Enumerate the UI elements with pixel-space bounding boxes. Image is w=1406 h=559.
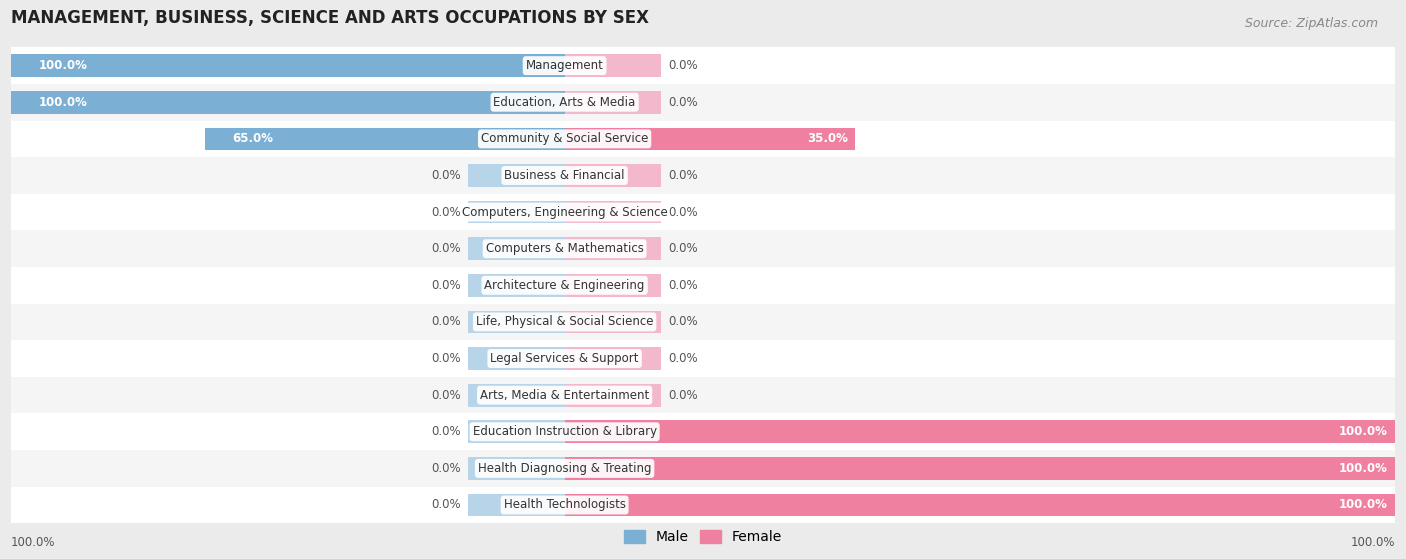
Text: 0.0%: 0.0% — [432, 499, 461, 511]
Bar — [468, 238, 565, 260]
Bar — [11, 230, 1395, 267]
Text: MANAGEMENT, BUSINESS, SCIENCE AND ARTS OCCUPATIONS BY SEX: MANAGEMENT, BUSINESS, SCIENCE AND ARTS O… — [11, 9, 650, 27]
Bar — [565, 274, 661, 297]
Bar — [11, 487, 1395, 523]
Text: 0.0%: 0.0% — [432, 425, 461, 438]
Bar — [565, 420, 1395, 443]
Bar — [11, 48, 1395, 84]
Bar — [565, 127, 855, 150]
Text: 0.0%: 0.0% — [668, 242, 697, 255]
Text: Health Technologists: Health Technologists — [503, 499, 626, 511]
Bar — [468, 457, 565, 480]
Bar — [11, 304, 1395, 340]
Text: 65.0%: 65.0% — [232, 132, 274, 145]
Text: 0.0%: 0.0% — [432, 462, 461, 475]
Text: 100.0%: 100.0% — [1339, 425, 1388, 438]
Bar — [468, 494, 565, 517]
Bar — [11, 450, 1395, 487]
Bar — [565, 201, 661, 224]
Text: 0.0%: 0.0% — [668, 59, 697, 72]
Bar — [11, 157, 1395, 194]
Text: Business & Financial: Business & Financial — [505, 169, 624, 182]
Text: 0.0%: 0.0% — [432, 315, 461, 329]
Text: Health Diagnosing & Treating: Health Diagnosing & Treating — [478, 462, 651, 475]
Bar — [11, 267, 1395, 304]
Text: Computers, Engineering & Science: Computers, Engineering & Science — [461, 206, 668, 219]
Text: 100.0%: 100.0% — [1350, 536, 1395, 549]
Text: 0.0%: 0.0% — [668, 96, 697, 109]
Text: 100.0%: 100.0% — [39, 59, 87, 72]
Text: Management: Management — [526, 59, 603, 72]
Bar — [565, 347, 661, 370]
Bar — [468, 164, 565, 187]
Bar — [468, 311, 565, 333]
Text: 35.0%: 35.0% — [807, 132, 848, 145]
Bar — [11, 91, 565, 113]
Bar — [565, 384, 661, 406]
Text: 0.0%: 0.0% — [432, 389, 461, 402]
Text: 0.0%: 0.0% — [668, 389, 697, 402]
Text: 100.0%: 100.0% — [39, 96, 87, 109]
Text: Arts, Media & Entertainment: Arts, Media & Entertainment — [479, 389, 650, 402]
Bar — [11, 377, 1395, 414]
Bar — [11, 121, 1395, 157]
Bar — [468, 384, 565, 406]
Text: 100.0%: 100.0% — [1339, 499, 1388, 511]
Text: 0.0%: 0.0% — [668, 352, 697, 365]
Bar — [565, 494, 1395, 517]
Text: 0.0%: 0.0% — [432, 242, 461, 255]
Text: 0.0%: 0.0% — [432, 352, 461, 365]
Text: 0.0%: 0.0% — [668, 279, 697, 292]
Bar — [565, 311, 661, 333]
Text: 0.0%: 0.0% — [432, 279, 461, 292]
Text: 0.0%: 0.0% — [668, 169, 697, 182]
Bar — [11, 414, 1395, 450]
Text: Education, Arts & Media: Education, Arts & Media — [494, 96, 636, 109]
Bar — [11, 194, 1395, 230]
Bar — [565, 54, 661, 77]
Bar — [565, 91, 661, 113]
Text: Community & Social Service: Community & Social Service — [481, 132, 648, 145]
Text: 100.0%: 100.0% — [1339, 462, 1388, 475]
Bar — [468, 420, 565, 443]
Text: Education Instruction & Library: Education Instruction & Library — [472, 425, 657, 438]
Bar — [468, 347, 565, 370]
Bar — [11, 340, 1395, 377]
Bar — [205, 127, 565, 150]
Text: Legal Services & Support: Legal Services & Support — [491, 352, 638, 365]
Bar — [11, 54, 565, 77]
Bar — [565, 238, 661, 260]
Text: Source: ZipAtlas.com: Source: ZipAtlas.com — [1244, 17, 1378, 30]
Bar — [565, 457, 1395, 480]
Text: 0.0%: 0.0% — [432, 169, 461, 182]
Text: 0.0%: 0.0% — [668, 315, 697, 329]
Text: Computers & Mathematics: Computers & Mathematics — [485, 242, 644, 255]
Bar — [11, 84, 1395, 121]
Text: Architecture & Engineering: Architecture & Engineering — [485, 279, 645, 292]
Bar — [468, 274, 565, 297]
Legend: Male, Female: Male, Female — [619, 524, 787, 549]
Bar — [565, 164, 661, 187]
Text: Life, Physical & Social Science: Life, Physical & Social Science — [475, 315, 654, 329]
Text: 100.0%: 100.0% — [11, 536, 56, 549]
Bar — [468, 201, 565, 224]
Text: 0.0%: 0.0% — [668, 206, 697, 219]
Text: 0.0%: 0.0% — [432, 206, 461, 219]
